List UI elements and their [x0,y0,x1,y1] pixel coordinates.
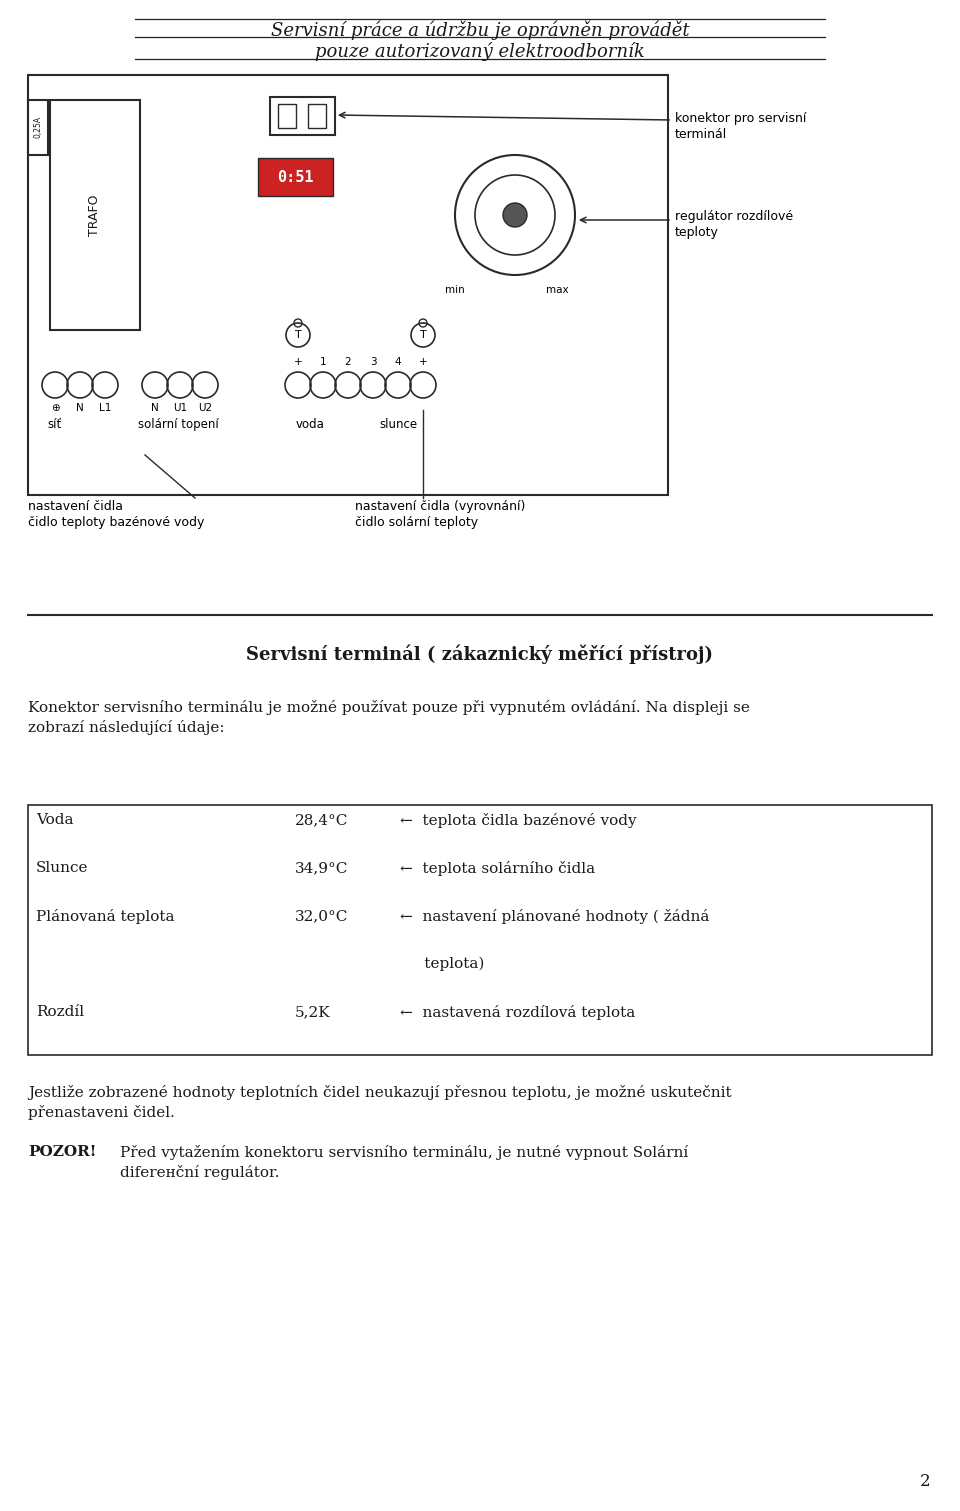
Text: Servisní práce a údržbu je oprávněn provádět: Servisní práce a údržbu je oprávněn prov… [271,20,689,39]
Text: Rozdíl: Rozdíl [36,1005,84,1018]
Text: konektor pro servisní: konektor pro servisní [675,112,806,125]
Bar [258,159,333,196]
Text: síť: síť [48,419,62,431]
Text: nastavení čidla (vyrovnání): nastavení čidla (vyrovnání) [355,500,525,514]
Text: N: N [76,403,84,413]
Bar [28,805,932,1055]
Text: 4: 4 [395,357,401,367]
Bar [50,100,140,329]
Text: 1: 1 [320,357,326,367]
Text: 3: 3 [370,357,376,367]
Text: 0,25A: 0,25A [34,116,42,138]
Text: T: T [420,329,426,340]
Text: slunce: slunce [379,419,417,431]
Text: Plánovaná teplota: Plánovaná teplota [36,910,175,925]
Text: TRAFO: TRAFO [88,195,102,236]
Circle shape [503,202,527,227]
Text: ←  nastavená rozdílová teplota: ← nastavená rozdílová teplota [400,1005,636,1020]
Text: 2: 2 [920,1473,930,1490]
Text: Před vytažením konektoru servisního terminálu, je nutné vypnout Solární: Před vytažením konektoru servisního term… [120,1145,688,1160]
Text: voda: voda [296,419,324,431]
Text: L1: L1 [99,403,111,413]
Text: terminál: terminál [675,128,728,141]
Text: Voda: Voda [36,813,74,827]
Text: min: min [445,286,465,295]
Text: ←  teplota čidla bazénové vody: ← teplota čidla bazénové vody [400,813,636,828]
Text: 32,0°C: 32,0°C [295,910,348,923]
Bar [28,76,668,496]
Text: T: T [295,329,301,340]
Bar [308,104,326,128]
Text: zobrazí následující údaje:: zobrazí následující údaje: [28,721,225,734]
Text: přenastaveni čidel.: přenastaveni čidel. [28,1105,175,1120]
Text: čidlo solární teploty: čidlo solární teploty [355,515,478,529]
Text: 28,4°C: 28,4°C [295,813,348,827]
Text: ←  nastavení plánované hodnoty ( žádná: ← nastavení plánované hodnoty ( žádná [400,910,709,925]
Text: 2: 2 [345,357,351,367]
Text: max: max [545,286,568,295]
Text: ←  teplota solárního čidla: ← teplota solárního čidla [400,861,595,876]
Bar [270,97,335,134]
Text: U1: U1 [173,403,187,413]
Bar [28,100,48,156]
Text: Slunce: Slunce [36,861,88,875]
Text: pouze autorizovaný elektroodborník: pouze autorizovaný elektroodborník [315,42,645,60]
Text: čidlo teploty bazénové vody: čidlo teploty bazénové vody [28,515,204,529]
Text: solární topení: solární topení [137,419,218,431]
Text: diferенční regulátor.: diferенční regulátor. [120,1165,279,1180]
Text: Konektor servisního terminálu je možné používat pouze při vypnutém ovládání. Na : Konektor servisního terminálu je možné p… [28,700,750,715]
Text: 34,9°C: 34,9°C [295,861,348,875]
Text: N: N [151,403,158,413]
Text: Jestliže zobrazené hodnoty teplotních čidel neukazují přesnou teplotu, je možné : Jestliže zobrazené hodnoty teplotních či… [28,1085,732,1100]
Text: 0:51: 0:51 [276,169,313,184]
Text: ⊕: ⊕ [51,403,60,413]
Text: Servisní terminál ( zákaznický měřící přístroj): Servisní terminál ( zákaznický měřící př… [247,645,713,665]
Text: 5,2K: 5,2K [295,1005,330,1018]
Bar [278,104,296,128]
Text: U2: U2 [198,403,212,413]
Text: teploty: teploty [675,227,719,239]
Text: +: + [294,357,302,367]
Text: teplota): teplota) [400,956,485,972]
Text: regulátor rozdílové: regulátor rozdílové [675,210,793,224]
Text: POZOR!: POZOR! [28,1145,96,1159]
Text: nastavení čidla: nastavení čidla [28,500,123,514]
Text: +: + [419,357,427,367]
